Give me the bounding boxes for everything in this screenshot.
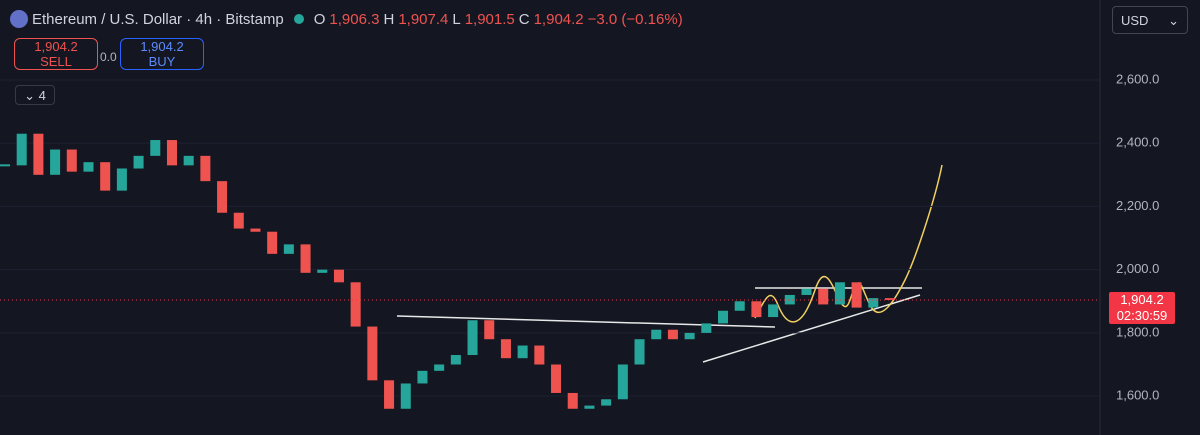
candle [601,399,612,406]
countdown: 02:30:59 [1116,308,1168,323]
candle [751,301,762,318]
candle [484,320,495,340]
o-label: O [313,10,326,28]
sell-price: 1,904.2 [34,39,78,54]
y-tick-label: 2,400.0 [1116,135,1159,150]
candle [868,298,879,308]
candle [617,364,628,400]
candle [400,383,411,409]
candle [884,298,896,300]
candle [450,355,461,365]
symbol: Ethereum / U.S. Dollar · 4h · Bitstamp [32,10,284,28]
candle [417,370,428,384]
candle [183,155,194,166]
candle [166,140,177,166]
candle [100,162,111,191]
currency-select[interactable]: USD ⌄ [1112,6,1188,34]
candle [784,294,795,305]
y-tick-label: 2,000.0 [1116,261,1159,276]
open: 1,906.3 [329,10,380,28]
candle [667,329,678,340]
candle [350,282,361,327]
y-tick-label: 2,200.0 [1116,198,1159,213]
status-dot [293,14,304,24]
candle [0,164,11,167]
trend-line [702,294,921,363]
candle [517,345,528,359]
candle [83,162,94,172]
candle [217,181,228,213]
high: 1,907.4 [398,10,449,28]
candle [267,231,278,254]
candle [50,149,61,175]
candle [834,282,845,305]
last-price: 1,904.2 [1120,292,1164,307]
candle [551,364,562,393]
y-tick-label: 2,600.0 [1116,71,1159,86]
candle [818,288,829,305]
candle [116,168,127,191]
y-tick-label: 1,600.0 [1116,388,1159,403]
eth-icon [10,10,28,28]
y-tick-label: 1,800.0 [1116,324,1159,339]
candle [801,288,812,295]
sell-label: SELL [40,54,72,69]
sell-button[interactable]: 1,904.2 SELL [14,38,98,70]
candle [150,140,161,156]
candle [300,244,311,273]
candle [434,364,445,371]
candle [567,392,578,409]
candle [851,282,862,308]
candle [734,301,745,311]
candle [233,212,244,229]
candle [16,133,27,166]
candle [133,155,144,169]
low: 1,901.5 [464,10,515,28]
candle [768,304,779,318]
candle [701,323,712,333]
candle [317,269,328,273]
header: Ethereum / U.S. Dollar · 4h · Bitstamp O… [10,10,683,28]
h-label: H [383,10,395,28]
candle [250,228,261,232]
candle [467,320,478,356]
candle [534,345,545,365]
candle [33,133,44,175]
candle [584,405,595,409]
projection-path [754,164,943,323]
candle [333,269,344,283]
candle [651,329,662,340]
candle [500,339,511,359]
marks: 1,600.0 1,800.0 2,000.0 2,200.0 2,400.0 2,600… [0,71,1159,409]
candle [634,339,645,365]
close: 1,904.2 [533,10,584,28]
buy-button[interactable]: 1,904.2 BUY [120,38,204,70]
candle [283,244,294,254]
candle [200,155,211,182]
indicator-count: 4 [38,88,46,103]
c-label: C [518,10,530,28]
currency: USD [1121,13,1149,28]
candle [684,332,695,340]
trend-line [396,315,776,328]
candle [66,149,77,172]
buy-price: 1,904.2 [140,39,184,54]
candle [384,380,395,409]
l-label: L [452,10,461,28]
change: −3.0 (−0.16%) [587,10,683,28]
buy-label: BUY [148,54,176,69]
candle [718,310,729,324]
price-label: 1,904.2 02:30:59 [1109,292,1175,324]
candle [367,326,378,381]
indicator-toggle[interactable]: ⌄ 4 [15,85,55,105]
spread: 0.0 [100,50,117,64]
